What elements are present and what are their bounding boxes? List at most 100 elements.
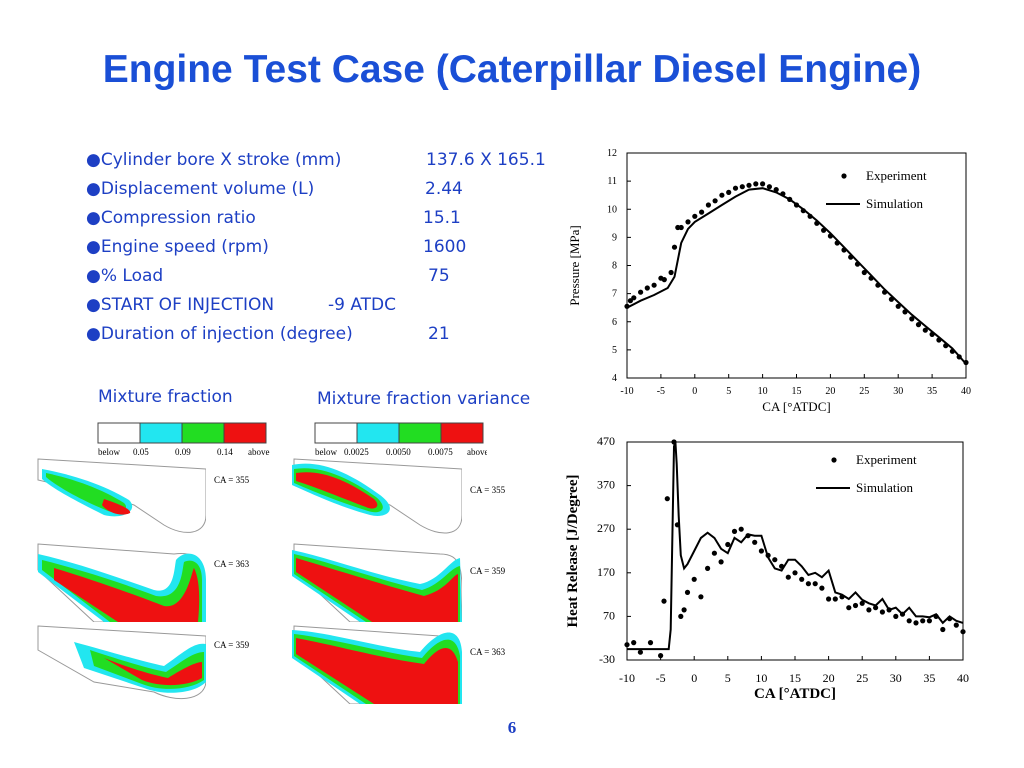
x-tick-label: 10 [758, 386, 768, 397]
x-tick-label: 20 [825, 386, 835, 397]
experiment-point [644, 285, 650, 291]
experiment-point [906, 618, 912, 624]
x-tick-label: 15 [792, 386, 802, 397]
crank-angle-label: CA = 363 [470, 647, 506, 657]
experiment-point [738, 526, 744, 532]
x-tick-label: 0 [691, 671, 697, 685]
experiment-point [732, 185, 739, 191]
experiment-point [671, 244, 678, 250]
spec-value: 15.1 [423, 208, 461, 228]
x-tick-label: -5 [656, 671, 666, 685]
experiment-point [805, 581, 811, 587]
spec-label: ●Displacement volume (L) [86, 179, 315, 199]
experiment-point [832, 596, 838, 602]
experiment-point [792, 570, 798, 576]
experiment-point [915, 322, 922, 328]
experiment-point [678, 613, 684, 619]
experiment-point [631, 295, 637, 301]
legend-label: below [98, 447, 120, 457]
experiment-point [766, 184, 772, 190]
experiment-point [681, 607, 687, 613]
spec-value: 21 [428, 324, 450, 344]
y-tick-label: 370 [597, 478, 615, 492]
spec-label: ●Engine speed (rpm) [86, 237, 269, 257]
x-tick-label: 10 [755, 671, 767, 685]
spec-item: ●Compression ratio 15.1 [86, 206, 461, 235]
experiment-point [685, 219, 691, 225]
legend-label: 0.0025 [344, 447, 369, 457]
simulation-line [627, 441, 964, 651]
mixture-variance-caption: Mixture fraction variance [317, 389, 531, 409]
crank-angle-label: CA = 359 [470, 566, 506, 576]
experiment-point [678, 224, 684, 231]
experiment-point [920, 618, 926, 624]
experiment-point [705, 202, 711, 208]
plot-frame [626, 152, 967, 379]
experiment-point [760, 181, 766, 187]
y-tick-label: 470 [597, 434, 615, 448]
crank-angle-label: CA = 355 [470, 485, 506, 495]
legend-label: Simulation [866, 196, 924, 211]
experiment-point [873, 605, 879, 611]
page-number: 6 [507, 718, 517, 737]
experiment-point [895, 303, 901, 309]
experiment-point [651, 282, 657, 288]
experiment-point [726, 189, 732, 195]
crank-angle-label: CA = 363 [214, 559, 250, 569]
experiment-point [826, 596, 832, 602]
y-axis-label: Pressure [MPa] [567, 225, 582, 306]
experiment-point [922, 327, 928, 333]
spec-item: ●START OF INJECTION -9 ATDC [86, 293, 396, 322]
legend-label: 0.05 [133, 447, 149, 457]
experiment-point [913, 620, 919, 626]
experiment-point [953, 622, 959, 628]
x-tick-label: 35 [927, 386, 937, 397]
y-tick-label: 5 [612, 345, 617, 356]
experiment-point [658, 653, 664, 659]
spec-label: ●Duration of injection (degree) [86, 324, 353, 344]
x-tick-label: 35 [923, 671, 935, 685]
legend-label: above [248, 447, 270, 457]
experiment-point [859, 600, 865, 606]
experiment-point [799, 576, 805, 582]
mixture-variance-panel-1 [292, 458, 462, 534]
x-tick-label: 40 [961, 386, 971, 397]
x-tick-label: 30 [890, 671, 902, 685]
x-tick-label: 5 [726, 386, 731, 397]
legend-label: 0.09 [175, 447, 191, 457]
x-tick-label: 15 [789, 671, 801, 685]
experiment-point [753, 181, 759, 187]
experiment-point [668, 269, 674, 276]
experiment-point [772, 557, 778, 563]
x-tick-label: -5 [657, 386, 665, 397]
experiment-point [861, 269, 867, 276]
experiment-point [879, 609, 885, 615]
x-tick-label: 30 [893, 386, 903, 397]
x-axis-label: CA [°ATDC] [754, 686, 836, 702]
experiment-point [631, 640, 637, 646]
experiment-point [698, 594, 704, 600]
legend-label: below [315, 447, 337, 457]
engine-specs-list: ●Cylinder bore X stroke (mm) 137.6 X 165.… [86, 148, 546, 351]
experiment-point [852, 602, 859, 609]
y-tick-label: 6 [612, 317, 617, 328]
x-tick-label: 40 [957, 671, 969, 685]
experiment-point [739, 184, 745, 190]
spec-value: 2.44 [425, 179, 463, 199]
y-tick-label: 4 [612, 373, 617, 384]
x-tick-label: 25 [856, 671, 868, 685]
heat-release-chart: -10 -5 0 5 10 15 20 25 30 35 40 -30 70 170 270 370 470 CA… [565, 434, 969, 702]
legend-label: 0.0075 [428, 447, 453, 457]
spec-label: ●START OF INJECTION [86, 295, 275, 315]
spec-item: ●Engine speed (rpm) 1600 [86, 235, 466, 264]
x-axis-label: CA [°ATDC] [762, 399, 830, 414]
legend-label: Simulation [856, 480, 914, 495]
experiment-point [692, 213, 698, 219]
mixture-fraction-panel-2 [37, 543, 206, 622]
x-tick-label: 5 [725, 671, 731, 685]
experiment-point [664, 496, 670, 502]
y-tick-label: 8 [612, 261, 617, 272]
y-tick-label: 10 [607, 204, 617, 215]
experiment-point [731, 528, 738, 534]
